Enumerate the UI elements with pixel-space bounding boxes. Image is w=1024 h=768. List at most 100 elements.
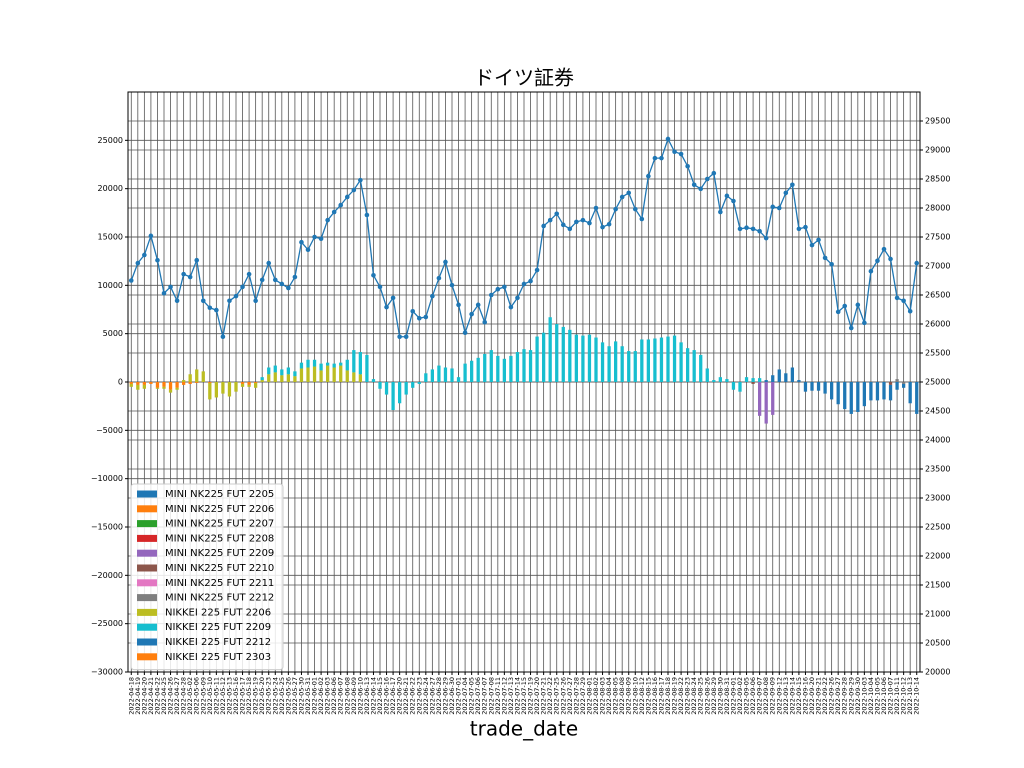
x-tick-label: 2022-09-02 xyxy=(736,677,744,715)
y2-tick-label: 20000 xyxy=(925,668,950,677)
bar xyxy=(182,380,186,382)
legend-label: MINI NK225 FUT 2210 xyxy=(165,563,274,574)
x-tick-label: 2022-10-03 xyxy=(860,677,868,715)
price-point xyxy=(547,217,553,223)
legend-swatch xyxy=(137,653,157,661)
x-tick-label: 2022-09-06 xyxy=(749,677,757,715)
bar xyxy=(293,376,297,382)
bar xyxy=(895,382,899,390)
legend-swatch xyxy=(137,505,157,513)
x-tick-label: 2022-09-09 xyxy=(769,677,777,715)
bar xyxy=(326,365,330,382)
legend-swatch xyxy=(137,564,157,572)
bar xyxy=(895,379,899,382)
bar xyxy=(574,334,578,382)
x-tick-label: 2022-09-15 xyxy=(795,677,803,715)
chart-title: ドイツ証券 xyxy=(474,66,574,90)
price-point xyxy=(868,268,874,274)
price-point xyxy=(148,233,154,239)
x-tick-label: 2022-04-22 xyxy=(153,677,161,715)
bar xyxy=(483,353,487,382)
bar xyxy=(744,377,749,382)
bar xyxy=(758,382,762,416)
bar xyxy=(214,382,218,398)
bar xyxy=(666,336,670,382)
bar xyxy=(450,368,454,382)
bar xyxy=(168,382,173,390)
price-point xyxy=(829,261,834,267)
price-point xyxy=(528,278,533,284)
bar xyxy=(358,352,362,375)
bar xyxy=(175,387,179,390)
bar xyxy=(686,348,690,382)
bar xyxy=(751,378,755,382)
bar xyxy=(417,382,421,384)
y2-tick-label: 29500 xyxy=(925,117,950,126)
bar xyxy=(771,382,775,415)
price-point xyxy=(914,260,920,266)
price-point xyxy=(344,194,350,200)
y-tick-label: 0 xyxy=(118,378,123,387)
y-tick-label: −25000 xyxy=(91,619,123,628)
price-point xyxy=(646,173,651,179)
price-point xyxy=(449,282,455,288)
x-tick-label: 2022-05-24 xyxy=(271,677,279,715)
price-point xyxy=(240,284,245,290)
y2-tick-label: 22000 xyxy=(925,552,950,561)
price-point xyxy=(587,220,592,226)
price-point xyxy=(816,237,821,243)
bar xyxy=(528,350,533,382)
y-tick-label: −10000 xyxy=(91,474,123,483)
x-tick-label: 2022-06-10 xyxy=(356,677,364,715)
price-point xyxy=(848,325,854,331)
price-point xyxy=(155,257,160,263)
price-point xyxy=(410,308,416,314)
x-tick-label: 2022-05-13 xyxy=(225,677,233,715)
bar xyxy=(358,374,362,382)
bar xyxy=(470,360,474,382)
y2-tick-label: 26500 xyxy=(925,291,950,300)
price-point xyxy=(574,219,579,225)
x-tick-label: 2022-09-08 xyxy=(762,677,770,715)
legend-label: MINI NK225 FUT 2212 xyxy=(165,593,274,604)
legend-swatch xyxy=(137,490,157,498)
price-point xyxy=(894,295,900,301)
price-point xyxy=(233,293,239,299)
bar xyxy=(535,336,539,382)
x-tick-label: 2022-07-29 xyxy=(579,677,587,715)
bar xyxy=(587,334,592,382)
price-point xyxy=(508,304,514,310)
x-axis-label: trade_date xyxy=(470,717,578,741)
x-tick-label: 2022-05-16 xyxy=(232,677,240,715)
legend-label: MINI NK225 FUT 2211 xyxy=(165,578,274,589)
bar xyxy=(378,382,382,389)
y2-tick-label: 29000 xyxy=(925,146,950,155)
bar xyxy=(312,359,317,367)
x-tick-label: 2022-06-22 xyxy=(409,677,417,715)
price-point xyxy=(822,255,828,261)
bar xyxy=(188,382,192,384)
bar xyxy=(712,380,716,382)
price-point xyxy=(377,284,383,290)
bar xyxy=(476,357,480,382)
bar xyxy=(731,382,736,390)
x-tick-label: 2022-07-06 xyxy=(474,677,482,715)
bar xyxy=(142,382,146,385)
price-point xyxy=(279,281,285,287)
bar xyxy=(679,342,683,382)
bar xyxy=(345,359,349,371)
x-tick-label: 2022-05-18 xyxy=(245,677,253,715)
x-tick-label: 2022-08-31 xyxy=(723,677,731,715)
price-point xyxy=(200,298,206,304)
bar xyxy=(614,341,618,382)
price-point xyxy=(698,186,704,192)
bar xyxy=(784,373,788,382)
price-point xyxy=(515,295,520,301)
y2-tick-label: 23000 xyxy=(925,494,950,503)
x-tick-label: 2022-09-20 xyxy=(808,677,816,715)
legend-label: MINI NK225 FUT 2207 xyxy=(165,519,274,530)
bar xyxy=(155,387,160,389)
bar xyxy=(299,362,304,369)
x-tick-label: 2022-10-07 xyxy=(887,677,895,715)
x-tick-label: 2022-07-01 xyxy=(455,677,463,715)
